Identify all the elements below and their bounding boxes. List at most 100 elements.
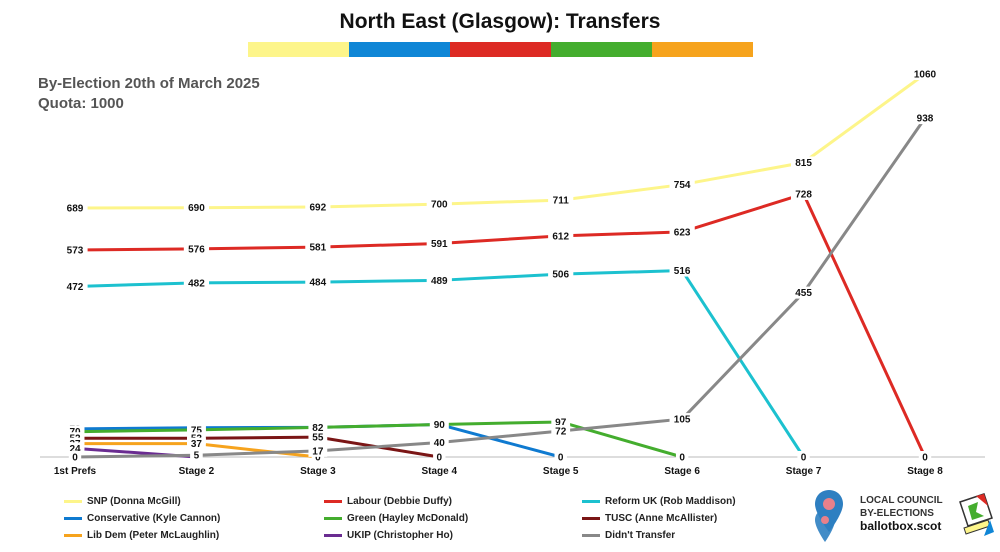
svg-text:5: 5 [194, 451, 200, 462]
series-line-snp-donna-mcgill [74, 72, 926, 210]
data-label-snp-donna-mcgill-4: 711 [548, 194, 574, 207]
svg-text:0: 0 [315, 453, 321, 464]
data-label-reform-uk-rob-maddison-3: 489 [426, 274, 452, 287]
party-colour-bar [248, 42, 753, 57]
svg-text:72: 72 [555, 426, 567, 437]
svg-text:484: 484 [310, 278, 327, 289]
data-label-didn-t-transfer-3: 40 [429, 436, 449, 449]
svg-text:455: 455 [795, 288, 812, 299]
svg-text:1060: 1060 [914, 70, 937, 81]
branding: LOCAL COUNCIL BY-ELECTIONS ballotbox.sco… [815, 488, 1000, 548]
legend-item-labour-debbie-duffy: Labour (Debbie Duffy) [324, 496, 452, 507]
legend-swatch [582, 517, 600, 520]
svg-text:815: 815 [795, 158, 812, 169]
colour-bar-segment-1 [349, 42, 450, 57]
svg-text:690: 690 [188, 203, 205, 214]
data-label-reform-uk-rob-maddison-2: 484 [305, 276, 331, 289]
svg-text:105: 105 [674, 415, 691, 426]
svg-text:0: 0 [679, 453, 685, 464]
data-label-didn-t-transfer-1: 5 [190, 449, 203, 462]
legend-item-reform-uk-rob-maddison: Reform UK (Rob Maddison) [582, 496, 736, 507]
data-label-labour-debbie-duffy-4: 612 [548, 229, 574, 242]
svg-text:576: 576 [188, 244, 205, 255]
data-label-didn-t-transfer-0: 0 [68, 451, 82, 464]
legend-label: Lib Dem (Peter McLaughlin) [87, 530, 220, 541]
colour-bar-segment-2 [450, 42, 551, 57]
data-label-green-hayley-mcdonald-3: 90 [429, 418, 449, 431]
legend-item-tusc-anne-mcallister: TUSC (Anne McAllister) [582, 513, 717, 524]
legend-swatch [324, 534, 342, 537]
data-label-labour-debbie-duffy-6: 728 [790, 187, 817, 200]
svg-text:0: 0 [801, 453, 807, 464]
data-label-lib-dem-peter-mclaughlin-1: 37 [187, 437, 206, 450]
data-label-didn-t-transfer-4: 72 [551, 424, 571, 437]
svg-text:612: 612 [552, 231, 569, 242]
data-label-labour-debbie-duffy-7: 0 [918, 451, 932, 464]
data-label-reform-uk-rob-maddison-1: 482 [183, 276, 210, 289]
legend-label: UKIP (Christopher Ho) [347, 530, 453, 541]
chart-legend: SNP (Donna McGill) Labour (Debbie Duffy) R… [64, 494, 804, 552]
data-label-tusc-anne-mcallister-2: 55 [308, 431, 328, 444]
svg-text:55: 55 [312, 433, 324, 444]
chart-subtitle: By-Election 20th of March 2025 Quota: 10… [38, 74, 260, 114]
svg-text:692: 692 [310, 202, 327, 213]
svg-text:591: 591 [431, 239, 448, 250]
legend-label: Reform UK (Rob Maddison) [605, 496, 736, 507]
svg-text:711: 711 [553, 196, 570, 207]
data-label-snp-donna-mcgill-6: 815 [790, 156, 817, 169]
data-label-snp-donna-mcgill-7: 1060 [909, 68, 941, 81]
data-label-green-hayley-mcdonald-2: 82 [308, 421, 328, 434]
legend-label: SNP (Donna McGill) [87, 496, 181, 507]
ballot-box-scotland-badge-icon [959, 493, 994, 536]
legend-label: Labour (Debbie Duffy) [347, 496, 452, 507]
data-label-snp-donna-mcgill-0: 689 [62, 202, 88, 215]
data-label-snp-donna-mcgill-3: 700 [426, 198, 452, 211]
svg-text:489: 489 [431, 276, 448, 287]
svg-text:938: 938 [917, 114, 934, 125]
data-label-reform-uk-rob-maddison-0: 472 [62, 280, 88, 293]
map-pins-icon [815, 490, 843, 542]
svg-text:0: 0 [437, 453, 443, 464]
svg-text:40: 40 [434, 438, 446, 449]
svg-text:82: 82 [312, 423, 324, 434]
series-line-labour-debbie-duffy [74, 192, 927, 458]
svg-text:90: 90 [434, 420, 446, 431]
branding-text: LOCAL COUNCIL BY-ELECTIONS ballotbox.sco… [860, 494, 943, 533]
x-tick-stage-2: Stage 2 [179, 466, 215, 477]
svg-text:75: 75 [191, 425, 203, 436]
legend-item-green-hayley-mcdonald: Green (Hayley McDonald) [324, 513, 468, 524]
svg-text:0: 0 [558, 453, 564, 464]
colour-bar-segment-3 [551, 42, 652, 57]
x-tick-stage-5: Stage 5 [543, 466, 579, 477]
x-tick-stage-8: Stage 8 [907, 466, 943, 477]
data-label-snp-donna-mcgill-5: 754 [669, 178, 695, 191]
svg-text:97: 97 [555, 417, 567, 428]
x-tick-stage-4: Stage 4 [421, 466, 457, 477]
legend-swatch [324, 517, 342, 520]
legend-swatch [324, 500, 342, 503]
data-label-reform-uk-rob-maddison-6: 0 [797, 451, 810, 464]
svg-text:581: 581 [310, 243, 327, 254]
data-label-snp-donna-mcgill-1: 690 [183, 201, 210, 214]
legend-label: Conservative (Kyle Cannon) [87, 513, 221, 524]
svg-text:689: 689 [67, 204, 84, 215]
svg-text:728: 728 [795, 189, 812, 200]
data-label-reform-uk-rob-maddison-4: 506 [548, 268, 574, 281]
branding-line2: BY-ELECTIONS [860, 508, 934, 519]
data-label-labour-debbie-duffy-0: 573 [62, 243, 88, 256]
data-label-didn-t-transfer-6: 455 [790, 286, 817, 299]
x-tick-stage-6: Stage 6 [664, 466, 700, 477]
legend-swatch [582, 500, 600, 503]
legend-label: Green (Hayley McDonald) [347, 513, 469, 524]
data-label-labour-debbie-duffy-3: 591 [426, 237, 452, 250]
legend-item-didn-t-transfer: Didn't Transfer [582, 530, 675, 541]
data-label-didn-t-transfer-7: 938 [912, 112, 938, 125]
svg-text:573: 573 [67, 245, 84, 256]
colour-bar-segment-4 [652, 42, 753, 57]
data-label-green-hayley-mcdonald-4: 97 [551, 415, 571, 428]
legend-swatch [582, 534, 600, 537]
chart-title: North East (Glasgow): Transfers [339, 10, 661, 33]
svg-text:24: 24 [69, 444, 81, 455]
data-label-tusc-anne-mcallister-3: 0 [433, 451, 446, 464]
